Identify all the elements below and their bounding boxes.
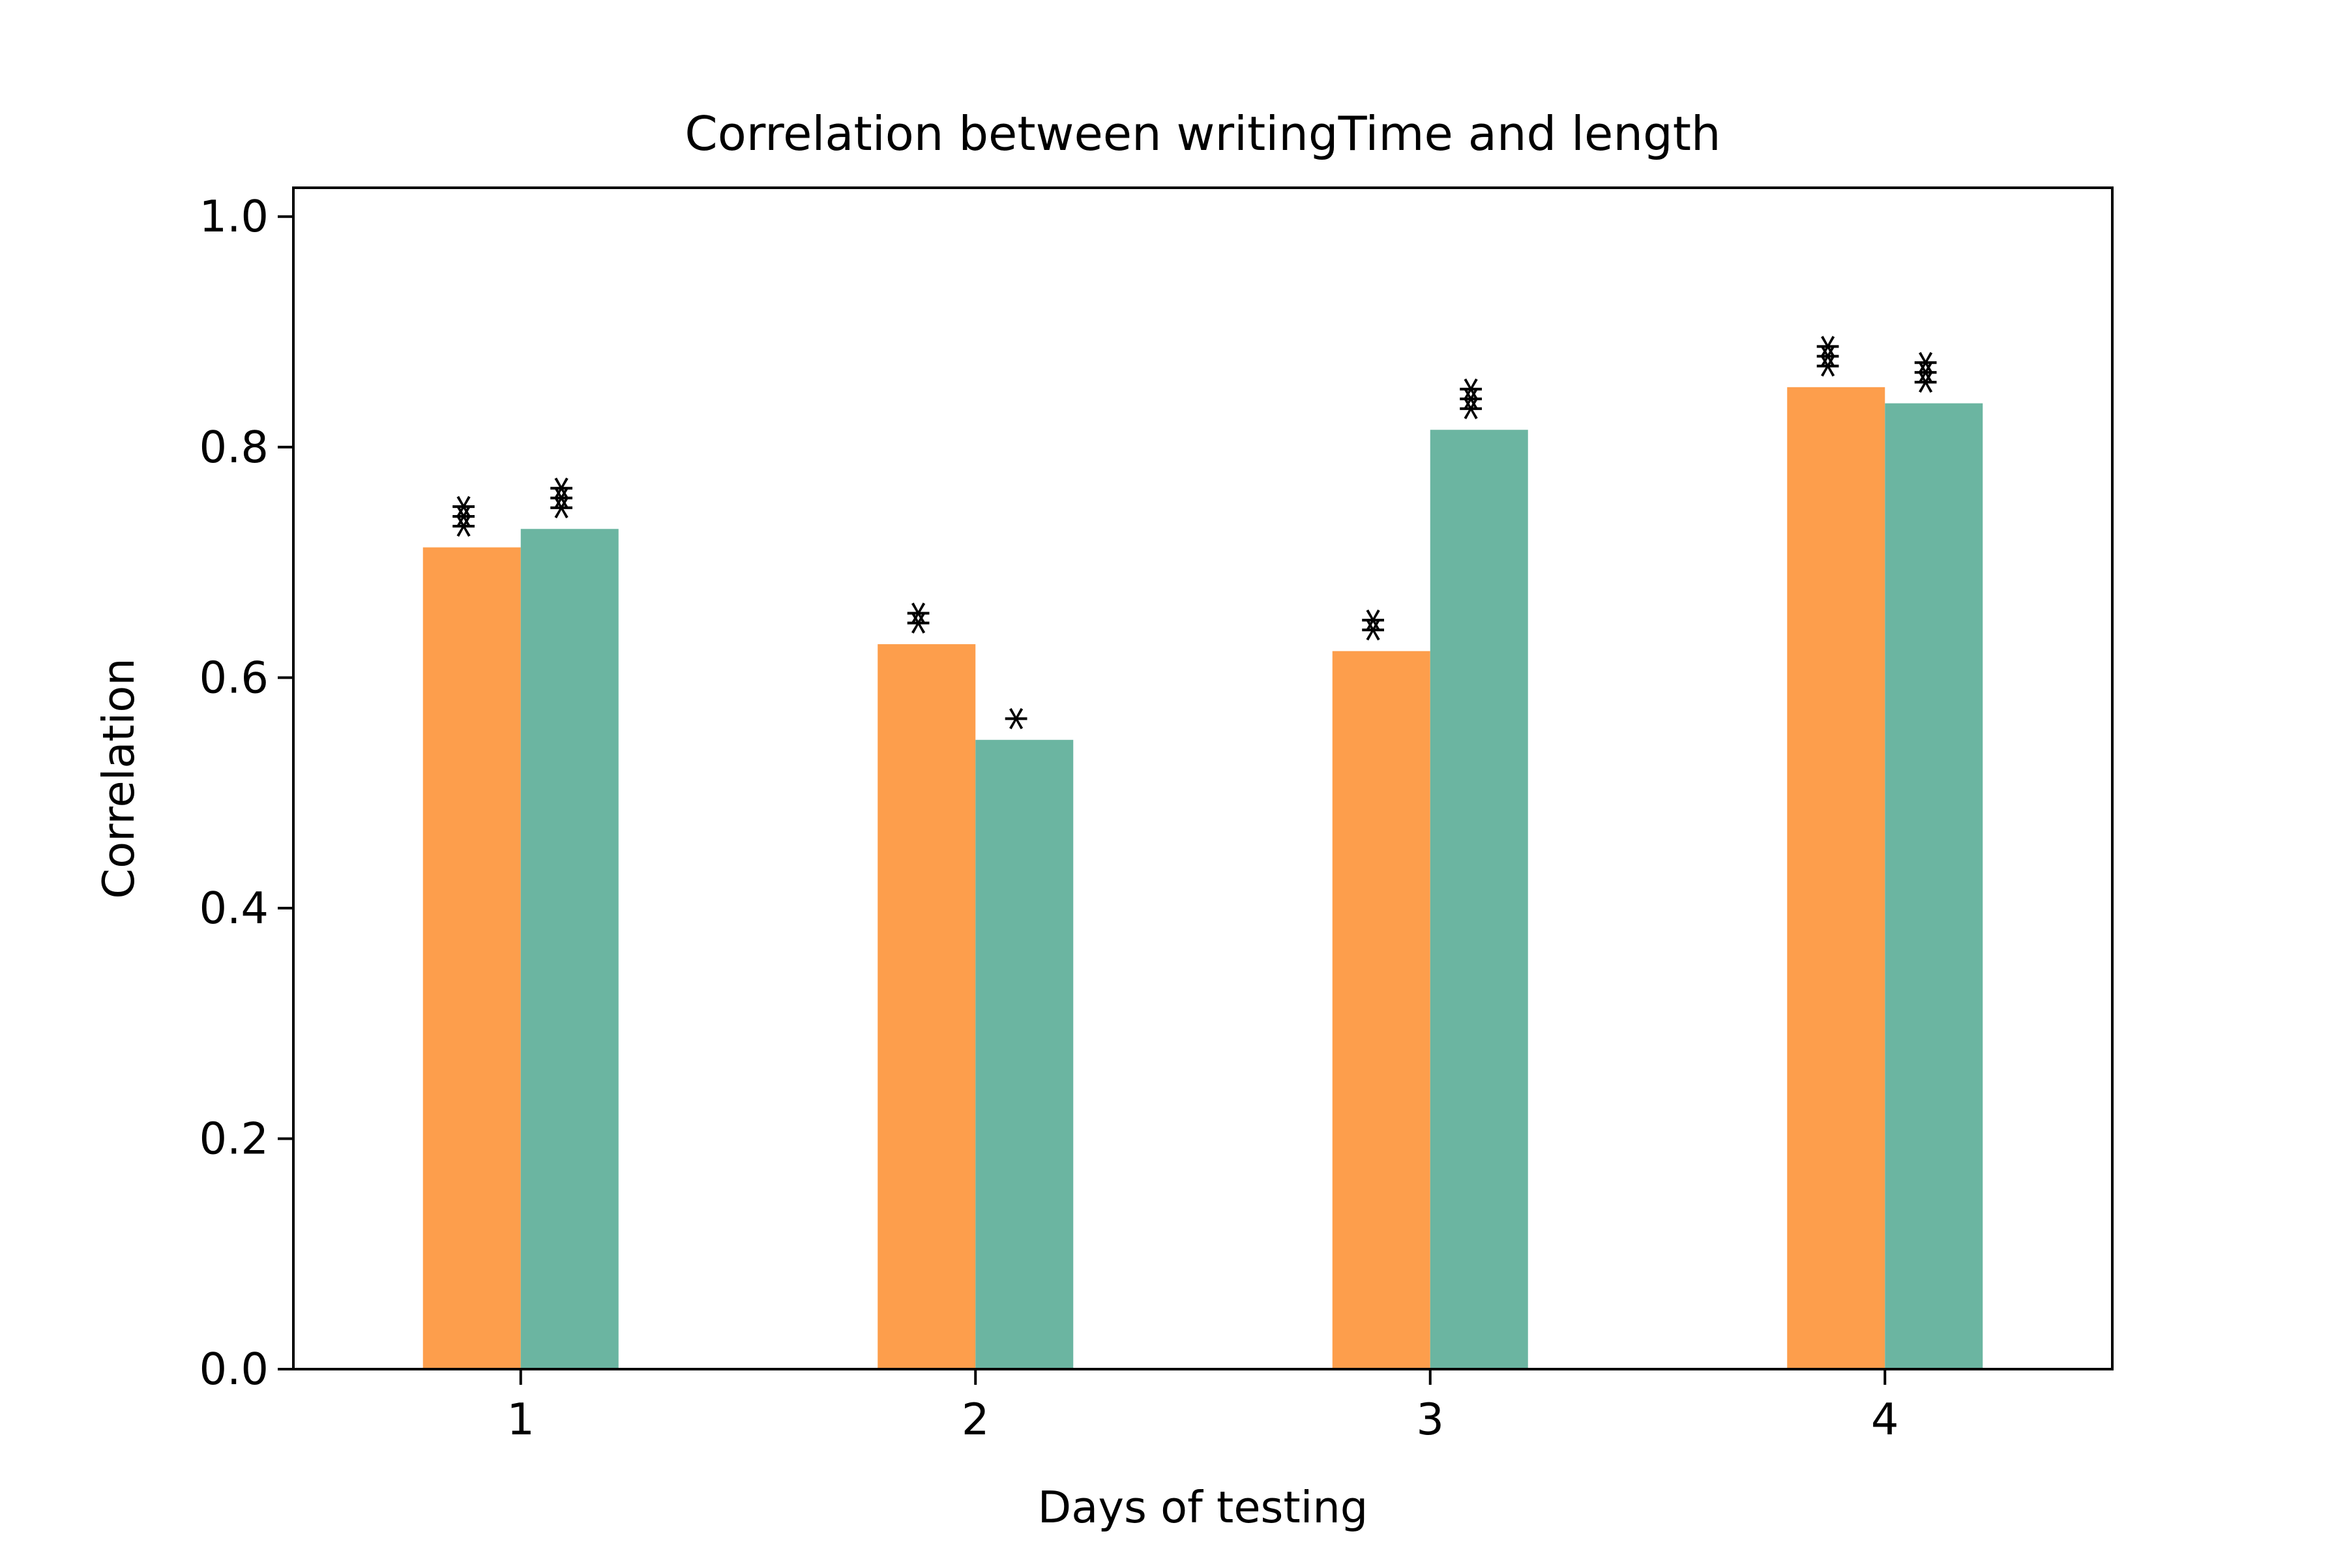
bar-series-1-day-4 — [1787, 387, 1885, 1369]
bar-series-1-day-1 — [422, 547, 521, 1369]
x-axis: 1 2 3 4 — [507, 1369, 1899, 1445]
bar-series-2-day-3 — [1430, 430, 1528, 1369]
x-tick-label: 3 — [1416, 1394, 1444, 1445]
plot-frame — [292, 186, 2114, 1370]
x-tick-label: 1 — [507, 1394, 535, 1445]
bar-series-2-day-4 — [1885, 403, 1983, 1369]
bars-layer — [422, 387, 1983, 1370]
chart-title: Correlation between writingTime and leng… — [685, 106, 1720, 161]
y-tick-label: 0.8 — [199, 422, 269, 473]
bar-series-1-day-2 — [878, 644, 976, 1369]
bar-series-1-day-3 — [1332, 651, 1430, 1370]
y-axis-label: Correlation — [93, 658, 144, 898]
y-tick-label: 0.2 — [199, 1113, 269, 1164]
y-tick-label: 0.0 — [199, 1344, 269, 1395]
y-tick-label: 0.6 — [199, 652, 269, 703]
y-axis: 0.0 0.2 0.4 0.6 0.8 1.0 — [199, 191, 293, 1395]
y-tick-label: 1.0 — [199, 191, 269, 242]
x-tick-label: 4 — [1871, 1394, 1899, 1445]
bar-series-2-day-2 — [975, 739, 1074, 1369]
x-tick-label: 2 — [962, 1394, 990, 1445]
x-axis-label: Days of testing — [1038, 1482, 1368, 1533]
y-tick-label: 0.4 — [199, 883, 269, 934]
bar-series-2-day-1 — [520, 529, 619, 1369]
